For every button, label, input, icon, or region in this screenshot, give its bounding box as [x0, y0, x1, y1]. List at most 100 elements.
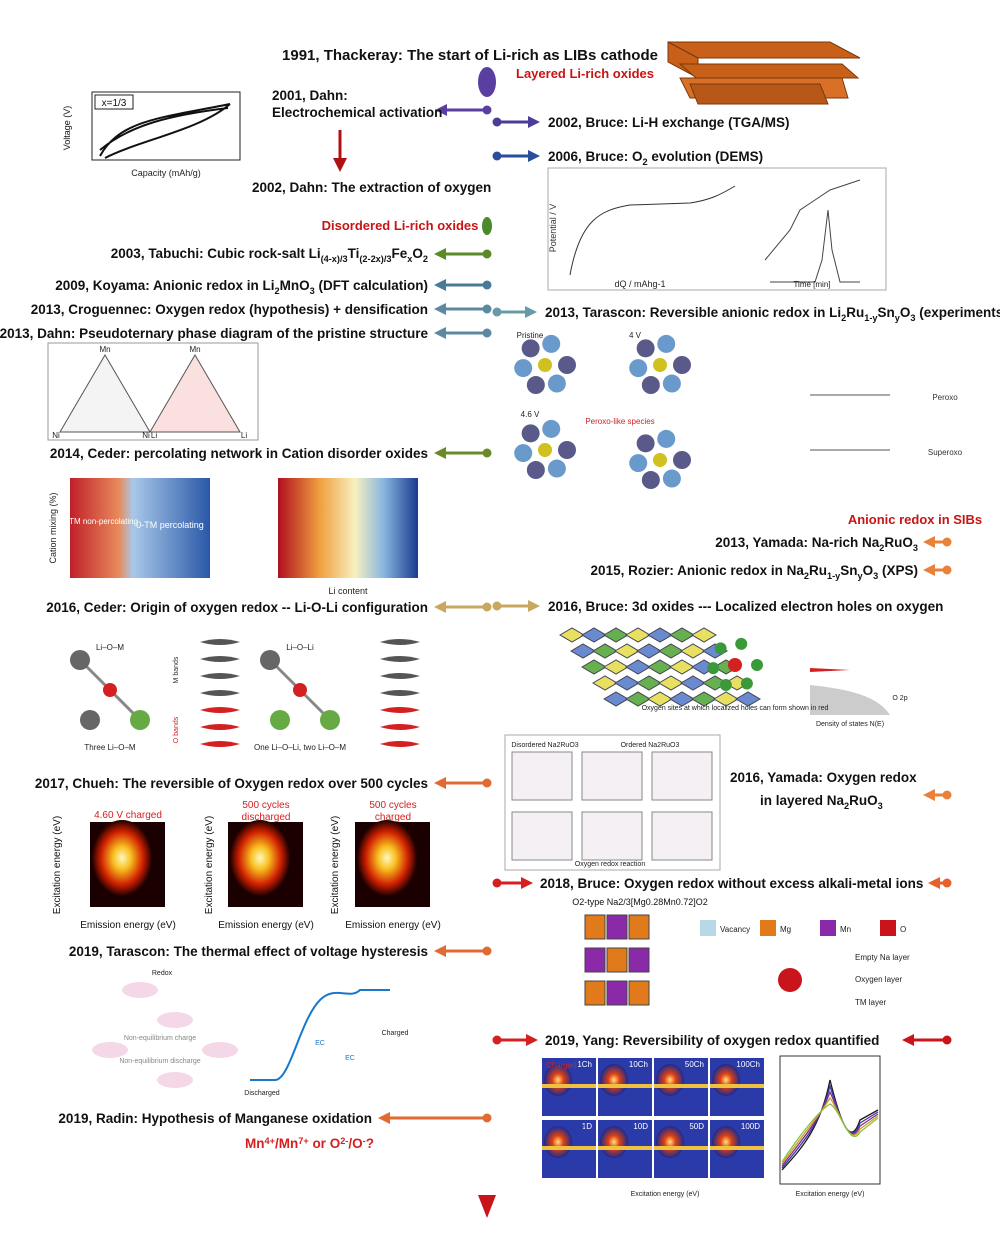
- spectrum: [781, 1096, 879, 1165]
- band: [380, 639, 420, 645]
- event-text: 2016, Yamada: Oxygen redox: [730, 770, 917, 785]
- panel-label: Peroxo: [932, 393, 958, 402]
- lattice: [691, 627, 717, 643]
- state: [122, 982, 158, 998]
- arrow-head: [923, 564, 935, 576]
- ternary: [59, 354, 151, 433]
- spectrum: [781, 1083, 879, 1169]
- event-text: 2002, Bruce: Li-H exchange (TGA/MS): [548, 115, 790, 130]
- band: [200, 724, 240, 730]
- panel-label: 500 cycles: [242, 800, 289, 811]
- text-part: 2016, Ceder: Origin of oxygen redox -- L…: [46, 600, 428, 615]
- panel-label: charged: [375, 812, 411, 823]
- axis-dot: [492, 1035, 502, 1045]
- legend-swatch: [880, 920, 896, 936]
- arrow-head: [434, 327, 446, 339]
- state: [157, 1012, 193, 1028]
- axis-dot: [492, 601, 502, 611]
- octahedron: [606, 947, 628, 973]
- atom: [662, 469, 681, 488]
- panel-label: 1Ch: [577, 1060, 592, 1069]
- text-part: 3: [873, 571, 878, 581]
- atom: [673, 356, 691, 374]
- text-part: -: [363, 1136, 366, 1146]
- panel-label: Li–O–M: [96, 643, 124, 652]
- text-part: 2014, Ceder: percolating network in Cati…: [50, 446, 428, 461]
- atom: [714, 642, 727, 655]
- octahedron: [628, 980, 650, 1006]
- panel-label: Peroxo-like species: [585, 417, 654, 426]
- text-part: O: [412, 246, 423, 261]
- event-text: 2018, Bruce: Oxygen redox without excess…: [540, 876, 923, 891]
- arrow-head: [434, 945, 446, 957]
- atom: [673, 451, 691, 469]
- atom: [547, 374, 566, 393]
- text-part: 3: [913, 543, 918, 553]
- lattice-icon: [667, 41, 861, 105]
- text-part: 2: [275, 286, 280, 296]
- structure: [581, 751, 643, 801]
- panel-label: Li: [241, 431, 247, 440]
- axis-dot: [942, 1035, 952, 1045]
- band: [380, 656, 420, 662]
- plot-frame: [91, 91, 241, 161]
- event-text: Mn4+/Mn7+ or O2-/O-?: [245, 1136, 374, 1151]
- spectrum: [781, 1079, 879, 1171]
- axis-dot: [482, 304, 492, 314]
- atom: [662, 374, 681, 393]
- octahedron: [628, 914, 650, 940]
- panel-label: Emission energy (eV): [80, 920, 176, 931]
- panel-label: O2-type Na2/3[Mg0.28Mn0.72]O2: [572, 897, 708, 907]
- legend-swatch: [760, 920, 776, 936]
- atom: [538, 443, 552, 457]
- structure: [651, 751, 713, 801]
- arrow-head: [526, 1034, 538, 1046]
- spectrum-frame: [779, 1055, 881, 1185]
- band: [200, 707, 240, 713]
- axis-dot: [482, 249, 492, 259]
- curve: [764, 179, 861, 283]
- panel-label: Voltage (V): [62, 106, 72, 151]
- atom: [130, 710, 150, 730]
- panel-label: 500 cycles: [369, 800, 416, 811]
- event-text: in layered Na2RuO3: [760, 793, 883, 811]
- text-part: 2009, Koyama: Anionic redox in Li: [55, 278, 274, 293]
- event-text: 2002, Dahn: The extraction of oxygen: [252, 180, 491, 195]
- axis-dot: [482, 602, 492, 612]
- state: [92, 1042, 128, 1058]
- atom: [636, 339, 655, 358]
- text-part: 7+: [298, 1136, 308, 1146]
- text-part: ?: [366, 1136, 374, 1151]
- atom: [719, 679, 732, 692]
- arrow-head: [928, 877, 940, 889]
- text-part: or O: [309, 1136, 341, 1151]
- rixs-map: [600, 1064, 628, 1096]
- panel-label: M bands: [173, 656, 180, 683]
- text-part: MnO: [280, 278, 310, 293]
- text-part: 2013, Yamada: Na-rich Na: [715, 535, 880, 550]
- panel-label: Oxygen sites at which localized holes ca…: [642, 705, 829, 712]
- spectrum: [781, 1103, 879, 1163]
- arrow-head: [434, 279, 446, 291]
- event-text: 2013, Tarascon: Reversible anionic redox…: [545, 305, 1000, 323]
- ternary: [149, 354, 241, 433]
- panel-label: Ordered Na2RuO3: [621, 742, 680, 749]
- text-part: Ru: [809, 563, 827, 578]
- panel-label: Non-equilibrium charge: [124, 1035, 196, 1042]
- lattice: [735, 691, 761, 707]
- text-part: 2017, Chueh: The reversible of Oxygen re…: [35, 776, 428, 791]
- atom: [542, 334, 561, 353]
- panel-label: x=1/3: [102, 98, 127, 109]
- arrow-head: [434, 601, 446, 613]
- text-part: 1-y: [827, 571, 841, 581]
- panel-label: Discharged: [244, 1090, 280, 1097]
- panel-label: Emission energy (eV): [345, 920, 441, 931]
- text-part: 2013, Tarascon: Reversible anionic redox…: [545, 305, 841, 320]
- event-text: 2003, Tabuchi: Cubic rock-salt Li(4-x)/3…: [111, 246, 428, 264]
- legend-swatch: [820, 920, 836, 936]
- octahedron: [584, 980, 606, 1006]
- spectrum: [781, 1090, 879, 1167]
- panel-label: 100D: [741, 1122, 760, 1131]
- arrow-head: [435, 104, 447, 116]
- panel-label: Mg: [780, 925, 791, 934]
